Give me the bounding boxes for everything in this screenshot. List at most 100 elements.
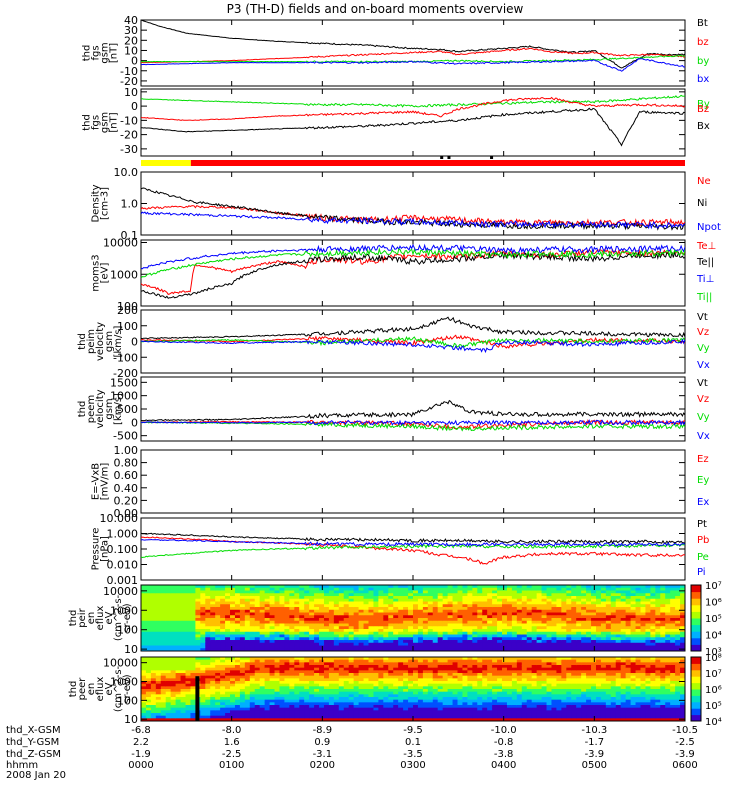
spectrogram-cell <box>521 640 528 644</box>
spectrogram-cell <box>289 678 295 682</box>
spectrogram-cell <box>600 593 607 597</box>
spectrogram-cell <box>160 609 167 614</box>
spectrogram-cell <box>378 626 384 630</box>
spectrogram-cell <box>427 585 434 589</box>
spectrogram-cell <box>343 598 350 603</box>
spectrogram-cell <box>328 607 335 611</box>
spectrogram-cell <box>328 593 335 597</box>
spectrogram-cell <box>511 607 518 611</box>
spectrogram-cell <box>348 615 355 619</box>
spectrogram-cell <box>442 642 449 647</box>
spectrogram-cell <box>645 645 651 649</box>
y-axis-label-line: fgs <box>91 115 102 130</box>
spectrogram-cell <box>536 612 543 616</box>
spectrogram-cell <box>442 629 449 633</box>
spectrogram-cell <box>279 657 286 661</box>
spectrogram-cell <box>259 697 266 701</box>
spectrogram-cell <box>442 657 449 661</box>
spectrogram-cell <box>195 629 201 633</box>
spectrogram-cell <box>398 609 404 614</box>
spectrogram-cell <box>432 710 439 714</box>
spectrogram-cell <box>200 593 206 597</box>
spectrogram-cell <box>398 697 404 701</box>
spectrogram-cell <box>353 609 360 614</box>
spectrogram-cell <box>586 615 592 619</box>
spectrogram-cell <box>319 585 325 589</box>
spectrogram-cell <box>680 615 685 619</box>
spectrogram-cell <box>210 590 216 594</box>
spectrogram-cell <box>363 659 370 663</box>
spectrogram-cell <box>403 590 409 594</box>
spectrogram-cell <box>630 609 637 614</box>
spectrogram-cell <box>319 657 325 661</box>
spectrogram-cell <box>165 670 172 674</box>
spectrogram-cell <box>185 710 192 714</box>
spectrogram-cell <box>210 631 216 636</box>
spectrogram-cell <box>314 607 320 611</box>
spectrogram-cell <box>234 637 241 641</box>
spectrogram-cell <box>234 604 241 608</box>
spectrogram-cell <box>358 615 365 619</box>
spectrogram-cell <box>234 634 241 638</box>
spectrogram-cell <box>284 697 290 701</box>
spectrogram-cell <box>274 645 281 649</box>
spectrogram-cell <box>195 626 201 630</box>
spectrogram-cell <box>289 637 295 641</box>
spectrogram-cell <box>586 585 592 589</box>
spectrogram-cell <box>165 629 172 633</box>
spectrogram-cell <box>556 598 562 603</box>
spectrogram-cell <box>145 640 152 644</box>
spectrogram-cell <box>299 615 305 619</box>
spectrogram-cell <box>234 689 241 693</box>
spectrogram-cell <box>576 634 582 638</box>
spectrogram-cell <box>413 686 419 690</box>
y-tick-label: 10000 <box>103 237 138 250</box>
spectrogram-cell <box>511 642 518 647</box>
spectrogram-cell <box>467 713 473 717</box>
spectrogram-cell <box>432 620 439 625</box>
spectrogram-cell <box>457 689 464 693</box>
spectrogram-cell <box>462 585 468 589</box>
spectrogram-cell <box>442 673 449 677</box>
spectrogram-cell <box>249 670 256 674</box>
spectrogram-cell <box>427 707 434 711</box>
spectrogram-cell <box>442 707 449 711</box>
spectrogram-cell <box>566 637 572 641</box>
spectrogram-cell <box>264 607 271 611</box>
spectrogram-cell <box>680 598 685 603</box>
spectrogram-cell <box>141 686 147 690</box>
spectrogram-cell <box>417 707 424 711</box>
spectrogram-cell <box>165 609 172 614</box>
spectrogram-cell <box>180 697 187 701</box>
spectrogram-cell <box>477 662 483 666</box>
spectrogram-cell <box>462 637 468 641</box>
spectrogram-cell <box>383 673 389 677</box>
spectrogram-cell <box>141 623 147 627</box>
spectrogram-cell <box>175 707 182 711</box>
spectrogram-cell <box>274 670 281 674</box>
spectrogram-cell <box>427 697 434 701</box>
spectrogram-cell <box>328 609 335 614</box>
spectrogram-cell <box>472 659 478 663</box>
spectrogram-cell <box>328 718 335 721</box>
spectrogram-cell <box>269 626 276 630</box>
spectrogram-cell <box>502 598 508 603</box>
spectrogram-cell <box>650 601 656 605</box>
spectrogram-cell <box>200 629 206 633</box>
spectrogram-cell <box>378 694 384 698</box>
spectrogram-cell <box>472 604 478 608</box>
spectrogram-cell <box>502 642 508 647</box>
spectrogram-cell <box>650 609 656 614</box>
spectrogram-cell <box>413 673 419 677</box>
spectrogram-cell <box>363 634 370 638</box>
spectrogram-cell <box>274 705 281 709</box>
spectrogram-cell <box>398 618 404 622</box>
spectrogram-cell <box>472 699 478 703</box>
spectrogram-cell <box>210 620 216 625</box>
spectrogram-cell <box>264 618 271 622</box>
spectrogram-cell <box>175 648 182 651</box>
spectrogram-cell <box>581 618 587 622</box>
spectrogram-cell <box>289 598 295 603</box>
spectrogram-cell <box>175 678 182 682</box>
spectrogram-cell <box>556 607 562 611</box>
